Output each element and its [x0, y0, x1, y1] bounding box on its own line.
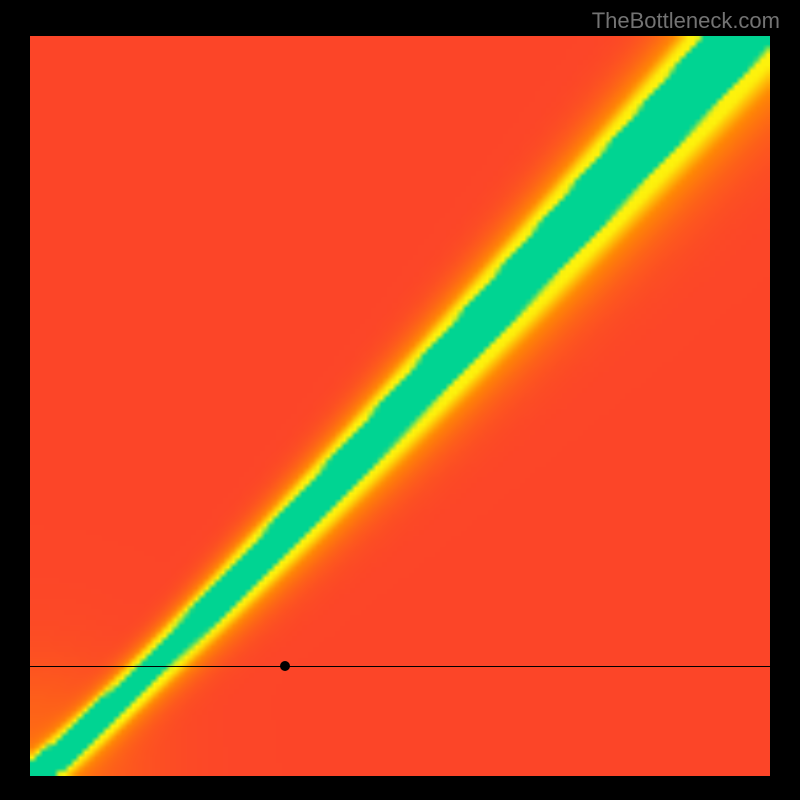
watermark-text: TheBottleneck.com	[592, 8, 780, 34]
heatmap-canvas	[30, 36, 770, 776]
heatmap-plot	[30, 36, 770, 776]
crosshair-horizontal	[30, 666, 770, 667]
marker-dot	[280, 661, 290, 671]
